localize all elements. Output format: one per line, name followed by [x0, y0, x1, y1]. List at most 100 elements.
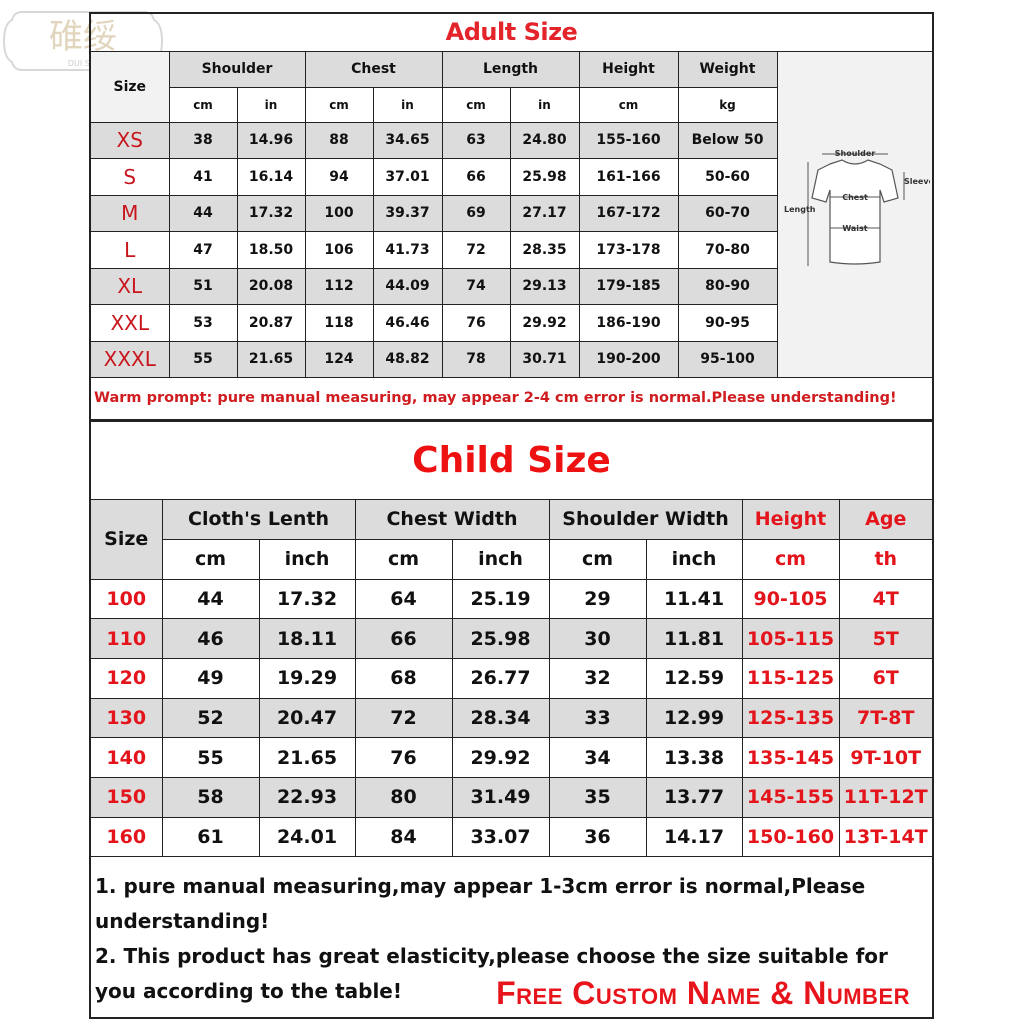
- table-cell: 13T-14T: [838, 816, 934, 858]
- adult-header-2: Length: [441, 50, 580, 88]
- child-unit-5: inch: [645, 538, 743, 580]
- table-cell: 179-185: [578, 267, 679, 305]
- table-cell: 6T: [838, 657, 934, 699]
- table-cell: 18.11: [258, 618, 356, 659]
- size-label: XS: [89, 121, 170, 159]
- table-row: XXL 53 20.87 118 46.46 76 29.92 186-190 90-95: [89, 304, 933, 342]
- table-cell: 60-70: [677, 194, 778, 232]
- table-cell: 74: [441, 267, 511, 305]
- size-label: 110: [89, 618, 163, 659]
- table-cell: 55: [168, 340, 238, 378]
- child-size-header: Size: [89, 498, 163, 580]
- diagram-label-chest: Chest: [842, 193, 868, 202]
- note-2: 2. This product has great elasticity,ple…: [95, 944, 888, 1004]
- child-notes: 1. pure manual measuring,may appear 1-3c…: [89, 856, 934, 1019]
- table-row: S 41 16.14 94 37.01 66 25.98 161-166 50-60: [89, 158, 933, 196]
- table-cell: 22.93: [258, 776, 356, 818]
- table-cell: 24.80: [509, 121, 580, 159]
- table-cell: 21.65: [236, 340, 306, 378]
- size-label: XXXL: [89, 340, 170, 378]
- table-cell: 30.71: [509, 340, 580, 378]
- table-cell: 18.50: [236, 231, 306, 269]
- table-cell: 95-100: [677, 340, 778, 378]
- table-row: 120 49 19.29 68 26.77 32 12.59 115-125 6T: [89, 657, 934, 699]
- table-cell: 7T-8T: [838, 697, 934, 739]
- child-title: Child Size: [89, 420, 934, 500]
- table-cell: 115-125: [741, 657, 840, 699]
- table-cell: 190-200: [578, 340, 679, 378]
- adult-unit-4: cm: [441, 86, 511, 123]
- table-cell: 33.07: [451, 816, 550, 858]
- table-cell: 41: [168, 158, 238, 196]
- table-cell: 72: [354, 697, 453, 739]
- table-cell: 29.13: [509, 267, 580, 305]
- size-label: 150: [89, 776, 163, 818]
- table-cell: 161-166: [578, 158, 679, 196]
- table-cell: 88: [304, 121, 374, 159]
- table-cell: 55: [161, 737, 260, 778]
- size-label: 160: [89, 816, 163, 858]
- table-cell: 13.77: [645, 776, 743, 818]
- table-cell: 69: [441, 194, 511, 232]
- table-cell: 68: [354, 657, 453, 699]
- table-cell: 24.01: [258, 816, 356, 858]
- table-cell: 100: [304, 194, 374, 232]
- table-row: 140 55 21.65 76 29.92 34 13.38 135-145 9T-10T: [89, 737, 934, 778]
- table-cell: 84: [354, 816, 453, 858]
- table-cell: 39.37: [372, 194, 443, 232]
- adult-unit-2: cm: [304, 86, 374, 123]
- table-row: 160 61 24.01 84 33.07 36 14.17 150-160 13T-14T: [89, 816, 934, 858]
- table-cell: 17.32: [258, 578, 356, 620]
- child-unit-1: inch: [258, 538, 356, 580]
- adult-header-1: Chest: [304, 50, 443, 88]
- table-cell: 49: [161, 657, 260, 699]
- table-cell: 51: [168, 267, 238, 305]
- table-cell: 76: [354, 737, 453, 778]
- table-cell: 46: [161, 618, 260, 659]
- table-cell: 150-160: [741, 816, 840, 858]
- table-cell: 36: [548, 816, 647, 858]
- child-unit-7: th: [838, 538, 934, 580]
- table-cell: 66: [354, 618, 453, 659]
- table-row: 110 46 18.11 66 25.98 30 11.81 105-115 5T: [89, 618, 934, 659]
- table-cell: 48.82: [372, 340, 443, 378]
- table-cell: 5T: [838, 618, 934, 659]
- table-cell: 167-172: [578, 194, 679, 232]
- table-cell: 38: [168, 121, 238, 159]
- table-cell: 186-190: [578, 304, 679, 342]
- table-cell: 29.92: [509, 304, 580, 342]
- adult-header-4: Weight: [677, 50, 778, 88]
- table-cell: 46.46: [372, 304, 443, 342]
- table-cell: 33: [548, 697, 647, 739]
- table-cell: 70-80: [677, 231, 778, 269]
- table-cell: 11T-12T: [838, 776, 934, 818]
- diagram-label-sleeves: Sleeves: [904, 177, 930, 186]
- size-label: 120: [89, 657, 163, 699]
- adult-unit-7: kg: [677, 86, 778, 123]
- table-cell: 58: [161, 776, 260, 818]
- table-cell: 34: [548, 737, 647, 778]
- table-cell: 16.14: [236, 158, 306, 196]
- table-cell: 53: [168, 304, 238, 342]
- table-cell: 135-145: [741, 737, 840, 778]
- child-size-table: Child Size Size Cloth's Lenth Chest Width…: [89, 420, 934, 1020]
- adult-size-table: Adult Size Size Shoulder Chest Length Heigh…: [89, 12, 934, 421]
- table-cell: 19.29: [258, 657, 356, 699]
- table-cell: 20.47: [258, 697, 356, 739]
- table-cell: 44: [168, 194, 238, 232]
- table-cell: 29: [548, 578, 647, 620]
- table-cell: 44: [161, 578, 260, 620]
- adult-unit-6: cm: [578, 86, 679, 123]
- table-cell: 12.99: [645, 697, 743, 739]
- size-label: XXL: [89, 304, 170, 342]
- child-header-4: Age: [838, 498, 934, 540]
- table-cell: 50-60: [677, 158, 778, 196]
- table-cell: 26.77: [451, 657, 550, 699]
- table-cell: 37.01: [372, 158, 443, 196]
- table-cell: 173-178: [578, 231, 679, 269]
- child-header-0: Cloth's Lenth: [161, 498, 356, 540]
- table-cell: 27.17: [509, 194, 580, 232]
- child-header-2: Shoulder Width: [548, 498, 743, 540]
- tshirt-diagram-icon: Shoulder Sleeves Chest Length Waist: [784, 149, 932, 267]
- adult-unit-1: in: [236, 86, 306, 123]
